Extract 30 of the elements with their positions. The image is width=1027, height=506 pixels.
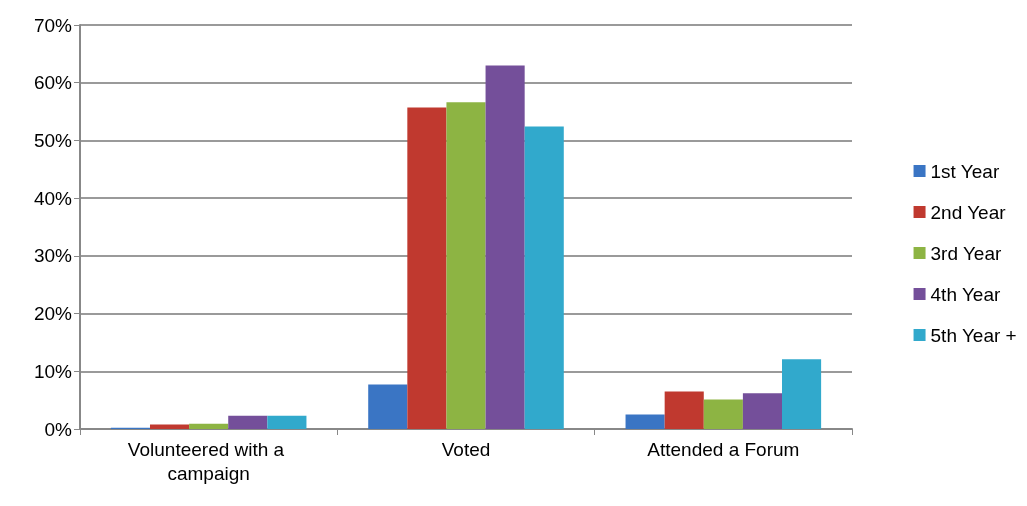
x-tick-label: Voted (441, 438, 491, 460)
y-tick-label: 70% (33, 14, 73, 36)
bar (407, 107, 447, 429)
bar (267, 415, 307, 429)
legend-label: 1st Year (930, 160, 1000, 182)
bar (149, 424, 190, 429)
legend-label: 4th Year (930, 283, 1001, 305)
bar (446, 102, 486, 429)
x-tick-label: Attended a Forum (647, 438, 800, 460)
y-tick-label: 20% (33, 303, 73, 325)
bar (524, 126, 564, 429)
bar (742, 393, 783, 429)
y-tick-label: 50% (33, 129, 73, 151)
y-tick-label: 30% (33, 245, 73, 267)
bar (485, 65, 525, 429)
bar (625, 414, 665, 429)
bar (703, 399, 743, 429)
y-tick-label: 0% (44, 418, 73, 440)
legend-label: 2nd Year (930, 201, 1007, 223)
x-tick-label: Volunteered with a campaign (127, 438, 290, 484)
bar (368, 384, 408, 429)
bar (664, 391, 704, 429)
legend-label: 3rd Year (930, 242, 1002, 264)
bar (189, 423, 229, 429)
y-tick-label: 10% (33, 360, 73, 382)
y-tick-label: 40% (33, 187, 73, 209)
bar (228, 415, 268, 429)
bar (782, 359, 822, 429)
legend-label: 5th Year + (930, 324, 1017, 346)
y-tick-label: 60% (33, 72, 73, 94)
